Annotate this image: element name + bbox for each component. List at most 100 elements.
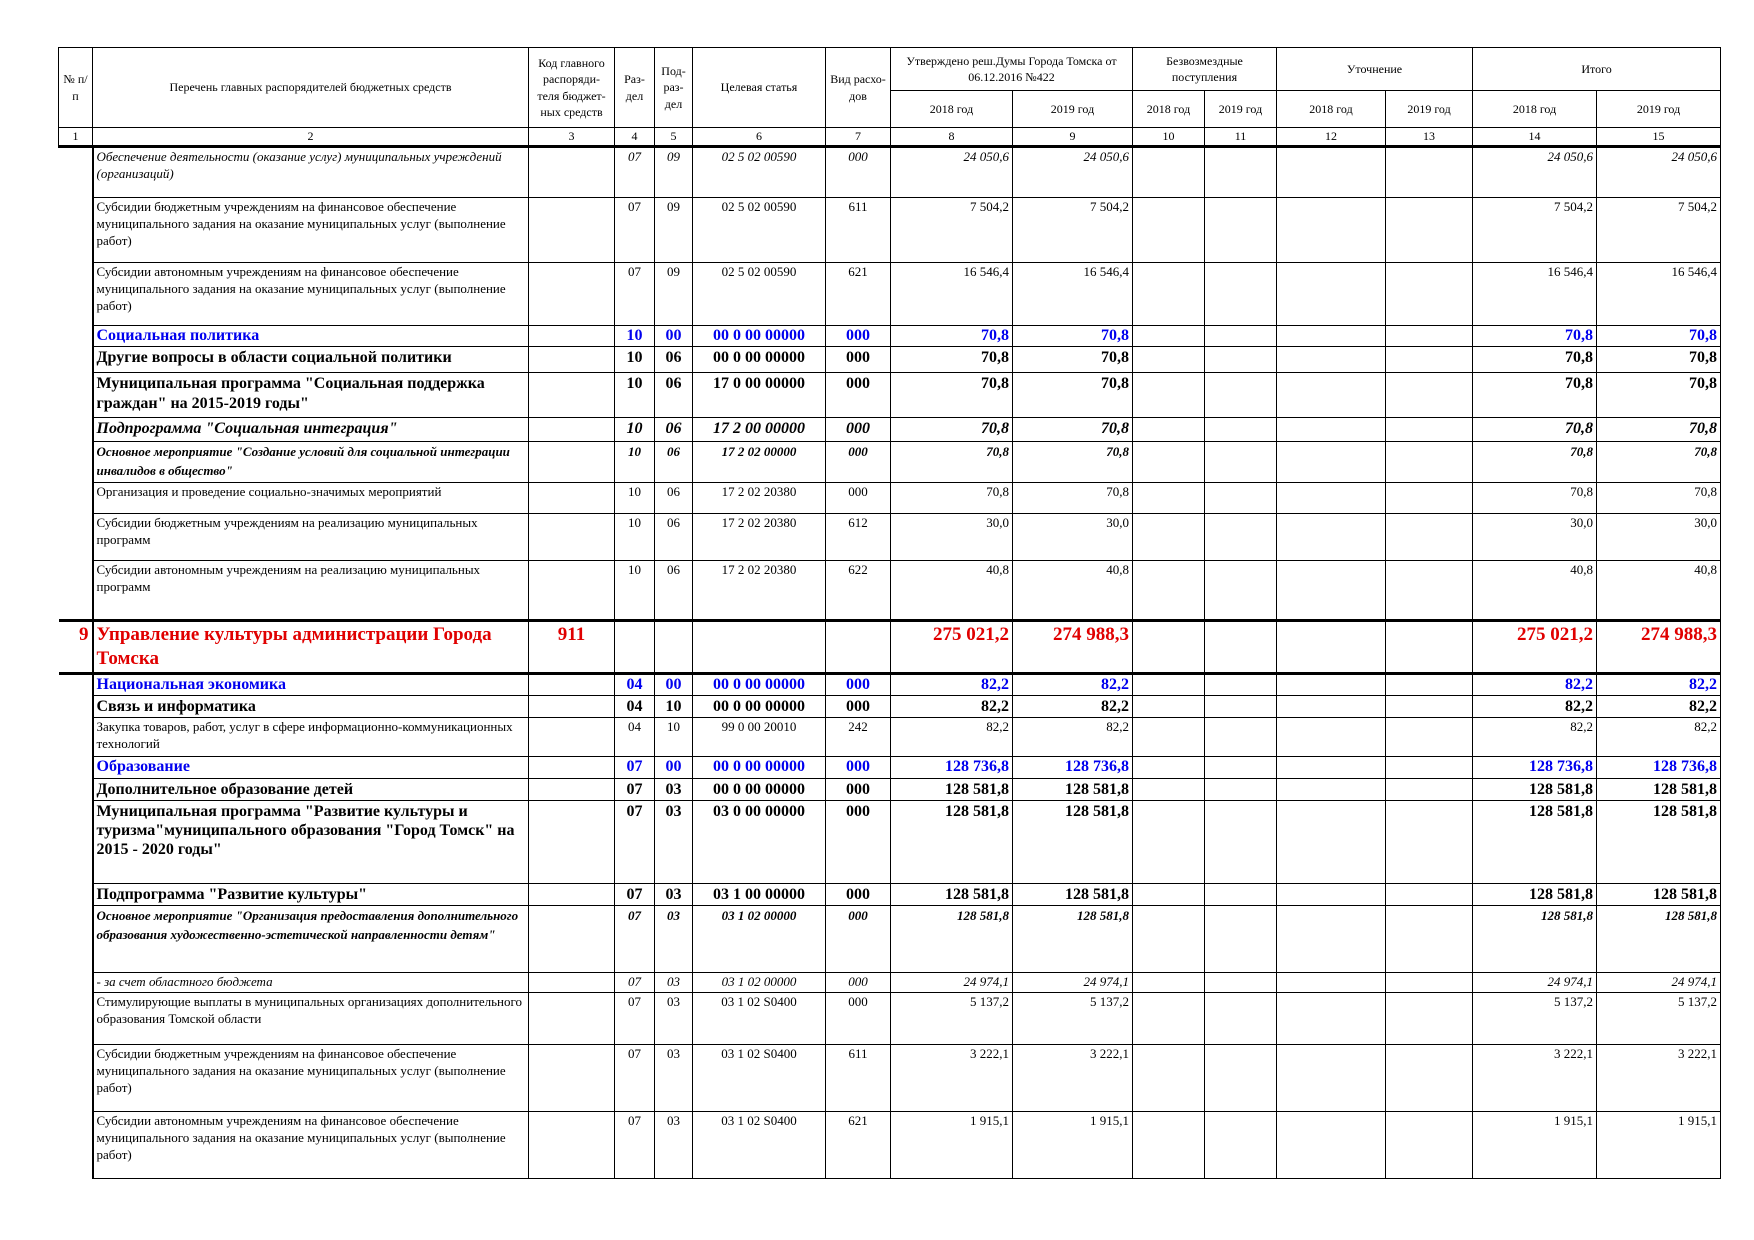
table-row: Связь и информатика 04 10 00 0 00 00000 000 8… [58, 694, 1722, 719]
header-cell: Безвозмездные поступления [1132, 47, 1277, 91]
cell-a18: 5 137,2 [890, 991, 1013, 1045]
cell-t18: 24 050,6 [1472, 146, 1598, 198]
cell-a18: 70,8 [890, 441, 1013, 484]
cell [1204, 146, 1277, 198]
year-header: 2018 год [890, 90, 1013, 128]
table-row: Подпрограмма "Развитие культуры" 07 03 03 1… [58, 882, 1722, 906]
cell-t19: 30,0 [1596, 513, 1722, 562]
cell [1204, 560, 1277, 622]
cell-t18: 70,8 [1472, 482, 1598, 515]
cell-t18: 70,8 [1472, 324, 1598, 348]
cell [1276, 799, 1386, 884]
cell [1204, 417, 1277, 443]
cell-a19: 128 581,8 [1012, 799, 1133, 884]
column-number: 15 [1596, 127, 1722, 148]
cell [1204, 672, 1277, 696]
cell-sub: 06 [654, 560, 693, 622]
cell [1276, 717, 1386, 758]
cell [58, 346, 94, 373]
cell [1132, 1043, 1205, 1112]
cell-t19: 82,2 [1596, 694, 1722, 719]
cell-name: Социальная политика [92, 324, 529, 348]
cell-a18: 128 581,8 [890, 777, 1013, 801]
cell-t18: 30,0 [1472, 513, 1598, 562]
cell-a18: 1 915,1 [890, 1110, 1013, 1179]
cell [528, 513, 615, 562]
cell-sub: 09 [654, 197, 693, 263]
cell-a18: 3 222,1 [890, 1043, 1013, 1112]
cell-sub: 10 [654, 694, 693, 719]
column-number: 1 [58, 127, 93, 148]
cell-sec: 10 [614, 372, 655, 419]
table-row: Закупка товаров, работ, услуг в сфере ин… [58, 717, 1722, 758]
table-row: 9 Управление культуры администрации Город… [58, 619, 1722, 675]
cell-target: 00 0 00 00000 [692, 694, 826, 719]
cell-t19: 16 546,4 [1596, 262, 1722, 326]
table-row: - за счет областного бюджета 07 03 03 1 02 … [58, 971, 1722, 993]
table-row: Основное мероприятие "Создание условий д… [58, 441, 1722, 484]
column-number: 10 [1132, 127, 1205, 148]
cell-t19: 70,8 [1596, 372, 1722, 419]
cell-sub: 06 [654, 346, 693, 374]
cell-kind: 000 [825, 971, 891, 993]
cell-sec: 10 [614, 441, 655, 484]
cell-sec: 07 [614, 971, 655, 993]
header-cell: № п/п [58, 47, 93, 128]
cell-a19: 128 736,8 [1012, 756, 1133, 779]
cell [1276, 971, 1386, 993]
cell-sec: 07 [614, 146, 655, 198]
cell [58, 197, 94, 263]
cell-kind: 611 [825, 197, 891, 263]
cell-sub: 09 [654, 146, 693, 198]
cell [58, 673, 94, 696]
cell [58, 325, 94, 347]
cell-target: 00 0 00 00000 [692, 346, 826, 374]
year-header: 2019 год [1384, 90, 1474, 128]
cell [692, 619, 826, 675]
cell-t18: 5 137,2 [1472, 991, 1598, 1045]
cell-sub: 06 [654, 513, 693, 562]
cell [528, 694, 615, 719]
cell [528, 971, 615, 993]
cell [1204, 799, 1277, 884]
cell [1132, 482, 1205, 515]
cell-a18: 82,2 [890, 694, 1013, 719]
cell [528, 441, 615, 484]
cell [528, 324, 615, 348]
cell [528, 882, 615, 906]
cell-sub: 06 [654, 441, 693, 484]
cell-sec: 10 [614, 346, 655, 374]
cell [58, 883, 94, 906]
cell-name: Другие вопросы в области социальной поли… [92, 346, 529, 374]
cell [1276, 694, 1386, 719]
cell [1132, 441, 1205, 484]
column-number: 4 [614, 127, 655, 148]
cell [528, 372, 615, 419]
year-header: 2019 год [1596, 90, 1722, 128]
cell-a19: 1 915,1 [1012, 1110, 1133, 1179]
cell [1132, 991, 1205, 1045]
cell-t18: 40,8 [1472, 560, 1598, 622]
cell [58, 905, 94, 973]
cell-a18: 70,8 [890, 324, 1013, 348]
cell-sub: 03 [654, 1043, 693, 1112]
cell [1132, 971, 1205, 993]
cell [1384, 1110, 1474, 1179]
cell [528, 717, 615, 758]
cell [1204, 1043, 1277, 1112]
cell-sub: 00 [654, 324, 693, 348]
cell [1276, 262, 1386, 326]
cell [1384, 904, 1474, 973]
cell-sec: 10 [614, 417, 655, 443]
cell-t19: 70,8 [1596, 482, 1722, 515]
cell-t19: 24 050,6 [1596, 146, 1722, 198]
cell-sub: 06 [654, 417, 693, 443]
cell [58, 1044, 94, 1112]
cell [1276, 346, 1386, 374]
cell-name: Образование [92, 756, 529, 779]
table-row: Субсидии бюджетным учреждениям на финанс… [58, 197, 1722, 263]
cell-a19: 82,2 [1012, 672, 1133, 696]
table-row: Дополнительное образование детей 07 03 00 0… [58, 777, 1722, 801]
cell-sec: 10 [614, 482, 655, 515]
cell [1276, 417, 1386, 443]
